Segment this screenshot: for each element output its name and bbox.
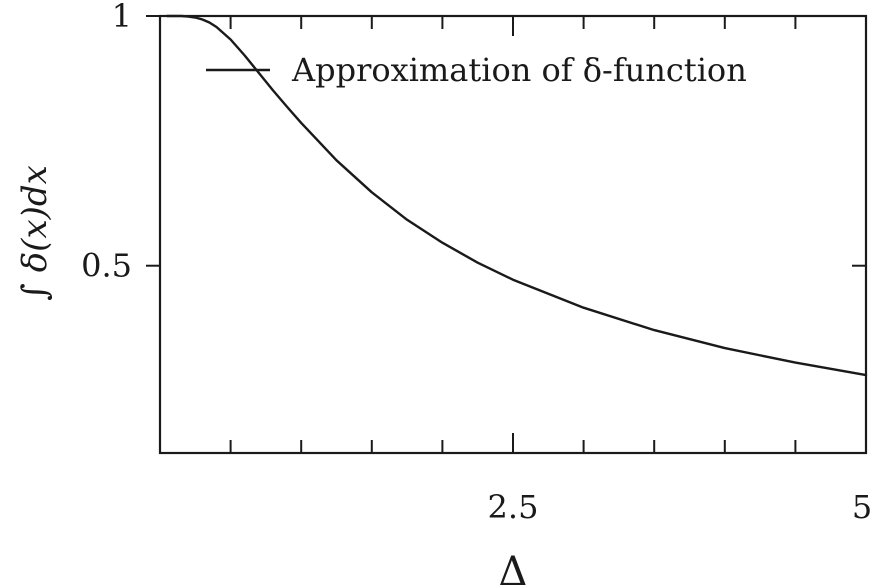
y-tick-label: 0.5 xyxy=(81,247,132,285)
y-axis-title: ∫ δ(x)dx xyxy=(15,165,55,301)
x-tick-label: 5 xyxy=(852,488,872,526)
legend-label: Approximation of δ-function xyxy=(291,51,747,89)
x-axis-title: Δ xyxy=(499,549,528,588)
y-tick-label: 1 xyxy=(112,0,132,35)
series-line xyxy=(165,14,868,377)
x-tick-label: 2.5 xyxy=(488,488,539,526)
